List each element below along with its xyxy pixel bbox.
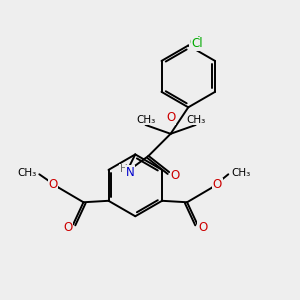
Text: O: O (167, 111, 176, 124)
Text: N: N (126, 166, 134, 178)
Text: O: O (49, 178, 58, 191)
Text: CH₃: CH₃ (17, 168, 36, 178)
Text: CH₃: CH₃ (136, 115, 155, 125)
Text: Cl: Cl (191, 38, 203, 50)
Text: O: O (170, 169, 180, 182)
Text: O: O (198, 221, 207, 234)
Text: CH₃: CH₃ (231, 168, 250, 178)
Text: CH₃: CH₃ (186, 115, 205, 125)
Text: H: H (120, 164, 128, 174)
Text: O: O (63, 221, 73, 234)
Text: Cl: Cl (190, 36, 202, 49)
Text: O: O (213, 178, 222, 191)
